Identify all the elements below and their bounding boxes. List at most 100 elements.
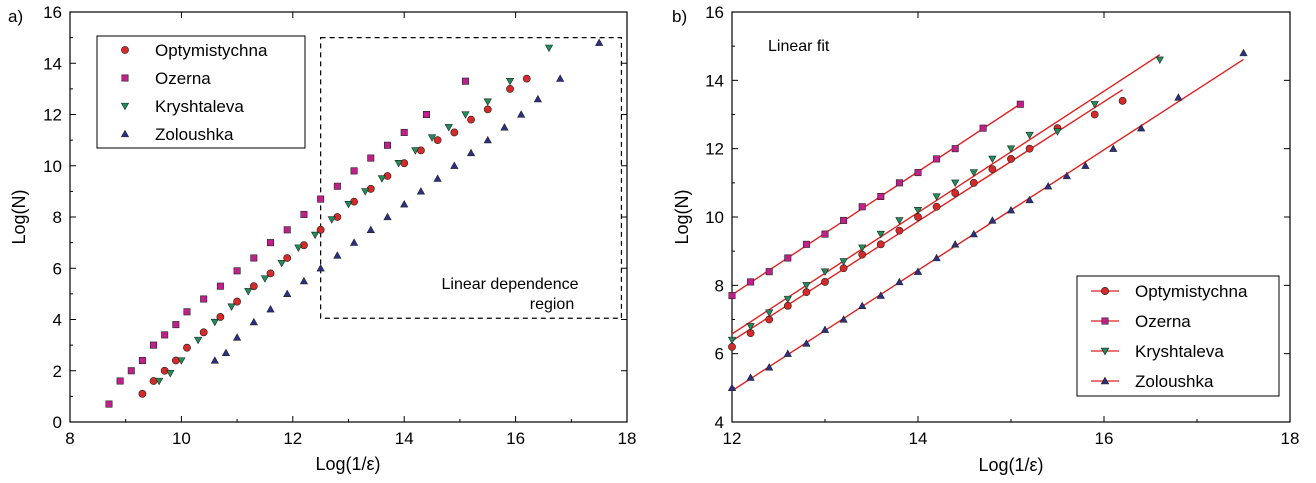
x-axis-label: Log(1/ε): [315, 454, 380, 474]
data-point: [1137, 123, 1146, 132]
data-point: [783, 301, 792, 310]
data-point: [467, 115, 475, 124]
x-tick-label: 12: [723, 429, 742, 448]
data-point: [233, 297, 241, 306]
legend-label: Kryshtaleva: [155, 97, 244, 116]
data-point: [461, 111, 470, 119]
data-point: [416, 187, 426, 195]
data-point: [858, 301, 867, 310]
data-point: [183, 343, 191, 352]
data-point: [932, 202, 941, 211]
data-point: [876, 240, 885, 249]
legend-label: Optymistychna: [155, 41, 268, 60]
data-point: [400, 128, 408, 136]
data-point: [979, 124, 987, 132]
data-point: [951, 179, 960, 188]
data-point: [969, 178, 978, 187]
data-point: [483, 98, 492, 106]
data-point: [216, 313, 225, 321]
data-point: [327, 216, 336, 224]
data-point: [895, 277, 904, 286]
data-point: [400, 199, 409, 208]
data-point: [227, 303, 236, 311]
data-point: [533, 94, 542, 103]
data-point: [172, 321, 180, 329]
chart-panel-1: 8 10 12 14 16 18 0 2 4 6 8 10 12 14 16 Log(1/ε) Log(N) a)…: [8, 3, 636, 474]
data-point: [366, 225, 375, 233]
data-point: [969, 169, 978, 177]
data-point: [951, 189, 960, 197]
region-label: region: [530, 296, 574, 313]
data-point: [988, 155, 997, 164]
data-point: [858, 244, 867, 252]
data-point: [333, 251, 342, 259]
y-tick-label: 8: [715, 276, 724, 295]
data-point: [138, 356, 146, 364]
data-point: [820, 268, 830, 276]
data-point: [1239, 48, 1248, 57]
panel-label: a): [8, 7, 23, 26]
legend-marker-zoloushka: [120, 129, 130, 138]
data-point: [727, 336, 737, 345]
data-point: [500, 123, 509, 131]
data-point: [914, 169, 922, 177]
data-point: [433, 136, 442, 145]
data-point: [1090, 101, 1099, 109]
data-point: [517, 110, 526, 118]
data-point: [821, 230, 829, 238]
data-point: [233, 267, 241, 275]
data-point: [450, 161, 459, 169]
legend-marker-zoloushka: [1100, 376, 1110, 385]
legend-marker-ozerna: [121, 74, 129, 82]
data-point: [765, 363, 774, 371]
data-point: [266, 269, 275, 278]
data-point: [244, 288, 253, 296]
series-ozerna: [728, 100, 1024, 300]
data-point: [765, 268, 773, 276]
y-tick-label: 6: [715, 345, 724, 364]
data-point: [556, 74, 565, 82]
data-point: [383, 212, 392, 221]
data-point: [821, 278, 829, 286]
x-tick-label: 16: [506, 429, 525, 448]
data-point: [155, 377, 164, 386]
data-point: [294, 244, 303, 252]
data-point: [350, 167, 358, 175]
region-label: Linear dependence: [441, 276, 578, 293]
data-point: [232, 333, 242, 341]
series-kryshtaleva: [727, 56, 1164, 345]
x-tick-label: 12: [283, 429, 302, 448]
y-tick-label: 12: [43, 106, 62, 125]
chart-panel-2: 12 14 16 18 4 6 8 10 12 14 16 Log(1/ε) Log(N) b) Linea…: [672, 3, 1299, 475]
data-point: [199, 328, 208, 337]
data-point: [317, 195, 325, 203]
data-point: [183, 308, 191, 316]
legend: Optymistychna Ozerna Kryshtaleva Zoloushka: [96, 35, 306, 149]
data-point: [783, 295, 792, 304]
region-box: [320, 37, 623, 319]
data-point: [913, 267, 923, 275]
data-point: [1053, 128, 1062, 136]
series-optymistychna: [728, 96, 1127, 351]
data-point: [411, 147, 420, 155]
data-point: [969, 229, 978, 238]
y-tick-label: 14: [705, 71, 724, 90]
data-point: [1025, 131, 1034, 140]
data-point: [367, 154, 375, 162]
legend-label: Optymistychna: [1135, 282, 1248, 301]
data-point: [1118, 96, 1127, 105]
data-point: [483, 135, 492, 144]
data-point: [746, 373, 755, 381]
data-point: [914, 213, 922, 221]
data-point: [299, 276, 309, 285]
data-point: [895, 179, 903, 187]
data-point: [988, 165, 997, 174]
y-tick-label: 12: [705, 140, 724, 159]
data-point: [858, 203, 866, 211]
legend: Optymistychna Ozerna Kryshtaleva Zoloushka: [1076, 275, 1280, 397]
legend-box: [1076, 275, 1280, 397]
data-point: [1044, 182, 1053, 190]
x-tick-label: 18: [1281, 429, 1300, 448]
x-tick-label: 8: [65, 429, 74, 448]
